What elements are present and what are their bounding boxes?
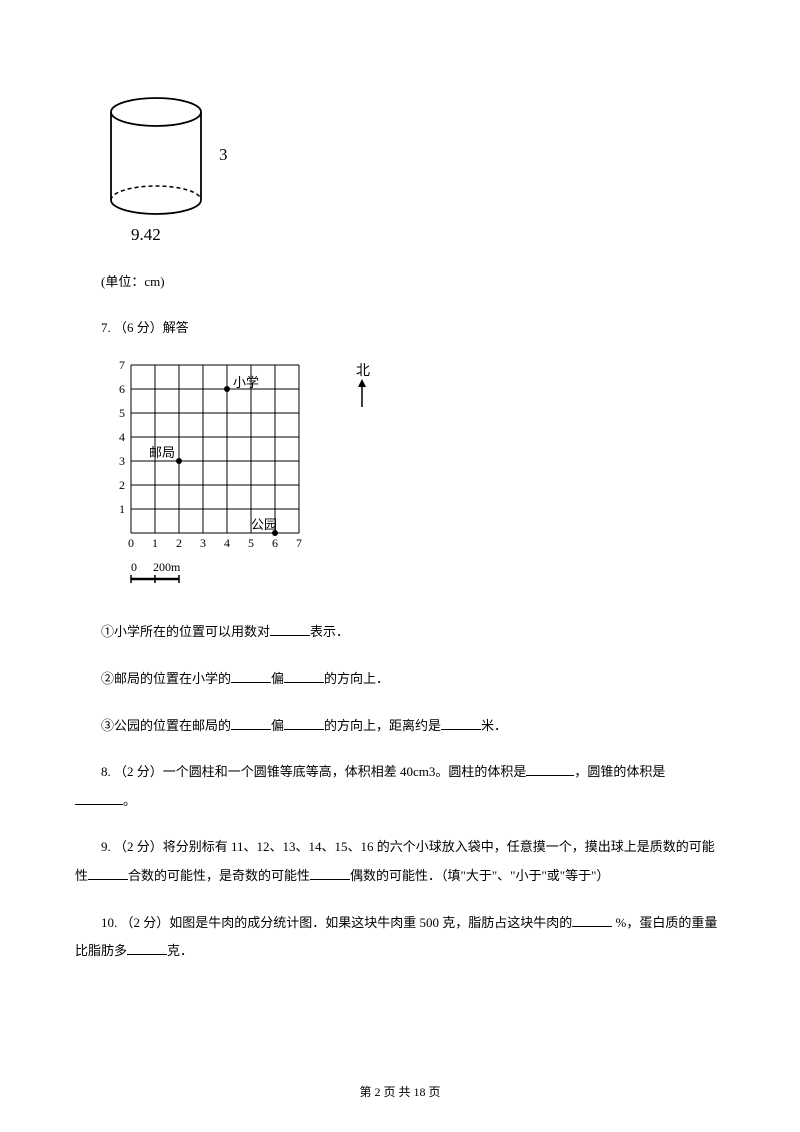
blank	[231, 670, 271, 683]
q10: 10. （2 分）如图是牛肉的成分统计图．如果这块牛肉重 500 克，脂肪占这块…	[75, 909, 725, 966]
point-postoffice-label: 邮局	[149, 445, 175, 460]
svg-text:2: 2	[176, 536, 182, 550]
svg-text:7: 7	[119, 358, 125, 372]
q10-text-a: 10. （2 分）如图是牛肉的成分统计图．如果这块牛肉重 500 克，脂肪占这块…	[101, 915, 572, 930]
cylinder-figure: 3 9.42	[101, 90, 725, 256]
q8-text-a: 8. （2 分）一个圆柱和一个圆锥等底等高，体积相差 40cm3。圆柱的体积是	[101, 764, 526, 779]
svg-text:5: 5	[248, 536, 254, 550]
svg-text:6: 6	[119, 382, 125, 396]
q7-sub2-mid: 偏	[271, 671, 284, 686]
blank	[310, 867, 350, 880]
north-label: 北	[356, 363, 370, 379]
q7-sub1-post: 表示．	[310, 624, 349, 639]
q7-sub1-pre: ①小学所在的位置可以用数对	[101, 624, 270, 639]
blank	[270, 623, 310, 636]
svg-text:3: 3	[119, 454, 125, 468]
q7-sub2: ②邮局的位置在小学的 偏 的方向上．	[75, 665, 725, 694]
q8-text-b: ，圆锥的体积是	[574, 764, 665, 779]
q10-text-c: 克．	[167, 943, 193, 958]
scale-0: 0	[131, 560, 137, 574]
svg-text:5: 5	[119, 406, 125, 420]
svg-text:4: 4	[224, 536, 230, 550]
blank	[284, 670, 324, 683]
svg-text:3: 3	[200, 536, 206, 550]
q9: 9. （2 分）将分别标有 11、12、13、14、15、16 的六个小球放入袋…	[75, 833, 725, 890]
q7-sub1: ①小学所在的位置可以用数对 表示．	[75, 618, 725, 647]
point-park-label: 公园	[251, 517, 277, 532]
q8: 8. （2 分）一个圆柱和一个圆锥等底等高，体积相差 40cm3。圆柱的体积是 ，…	[75, 758, 725, 787]
cylinder-height-label: 3	[219, 145, 228, 164]
q7-sub2-pre: ②邮局的位置在小学的	[101, 671, 231, 686]
svg-text:2: 2	[119, 478, 125, 492]
unit-note: (单位：cm)	[101, 268, 725, 297]
point-school-label: 小学	[233, 375, 259, 390]
scale-200m: 200m	[153, 560, 181, 574]
q7-sub3-post: 米．	[481, 718, 507, 733]
svg-text:4: 4	[119, 430, 125, 444]
q7-sub2-post: 的方向上．	[324, 671, 389, 686]
blank	[75, 792, 123, 805]
blank	[88, 867, 128, 880]
blank	[231, 717, 271, 730]
q9-text-c: 偶数的可能性．（填"大于"、"小于"或"等于"）	[350, 868, 609, 883]
q9-text-b: 合数的可能性，是奇数的可能性	[128, 868, 310, 883]
q8-line2: 。	[75, 787, 725, 816]
q7-sub3-pre: ③公园的位置在邮局的	[101, 718, 231, 733]
svg-text:0: 0	[128, 536, 134, 550]
blank	[572, 914, 612, 927]
q7-prompt: 7. （6 分）解答	[75, 314, 725, 343]
blank	[441, 717, 481, 730]
svg-text:7: 7	[296, 536, 302, 550]
q8-text-c: 。	[123, 793, 136, 808]
page-footer: 第 2 页 共 18 页	[0, 1083, 800, 1100]
blank	[526, 763, 574, 776]
svg-text:1: 1	[152, 536, 158, 550]
svg-text:1: 1	[119, 502, 125, 516]
q7-sub3: ③公园的位置在邮局的 偏 的方向上，距离约是 米．	[75, 712, 725, 741]
q7-sub3-mid2: 的方向上，距离约是	[324, 718, 441, 733]
q7-grid-figure: 0 1 2 3 4 5 6 7 1 2 3 4 5 6 7 小学	[101, 355, 725, 601]
cylinder-circumference-label: 9.42	[131, 225, 161, 244]
blank	[127, 942, 167, 955]
svg-text:6: 6	[272, 536, 278, 550]
q7-sub3-mid: 偏	[271, 718, 284, 733]
blank	[284, 717, 324, 730]
